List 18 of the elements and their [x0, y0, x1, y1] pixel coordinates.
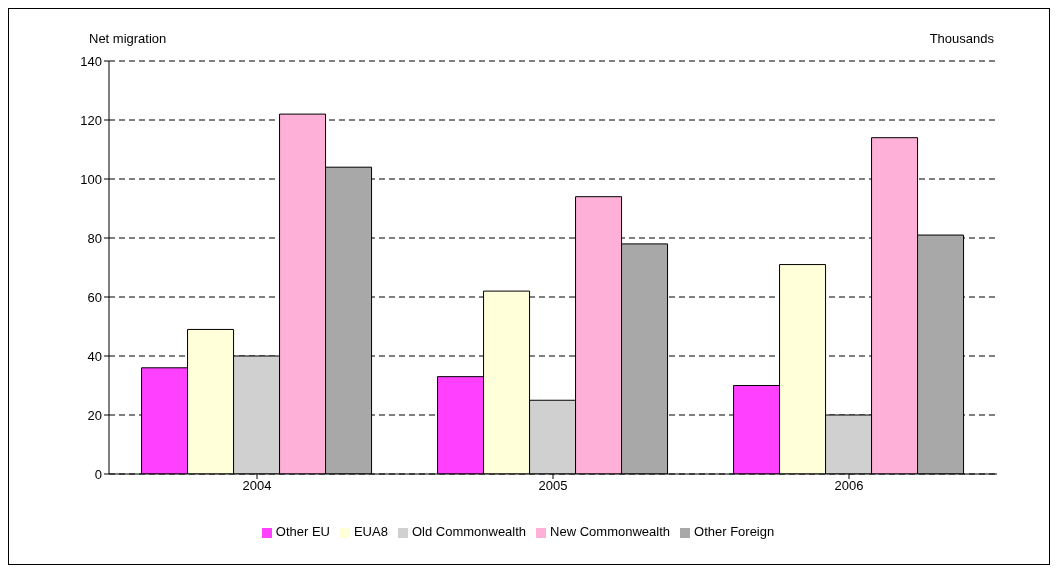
y-tick-label: 0: [94, 466, 102, 482]
y-tick-label: 140: [80, 53, 102, 69]
y-tick-label: 60: [87, 289, 102, 305]
x-tick-label: 2006: [834, 478, 864, 494]
y-tick-label: 100: [80, 171, 102, 187]
legend-label: Other EU: [275, 524, 330, 539]
y-tick-label: 80: [87, 230, 102, 246]
y-tick-label: 120: [80, 112, 102, 128]
legend-label: New Commonwealth: [550, 524, 671, 539]
x-tick-label: 2005: [538, 478, 568, 494]
text: Thousands: [929, 31, 994, 46]
y-axis-title: Net migration: [89, 31, 167, 46]
y-tick-label: 20: [87, 407, 102, 423]
legend-label: Other Foreign: [694, 524, 775, 539]
x-tick-label: 2004: [242, 478, 272, 494]
legend-label: EUA8: [353, 524, 388, 539]
legend-label: Old Commonwealth: [411, 524, 527, 539]
y-tick-label: 40: [87, 348, 102, 364]
